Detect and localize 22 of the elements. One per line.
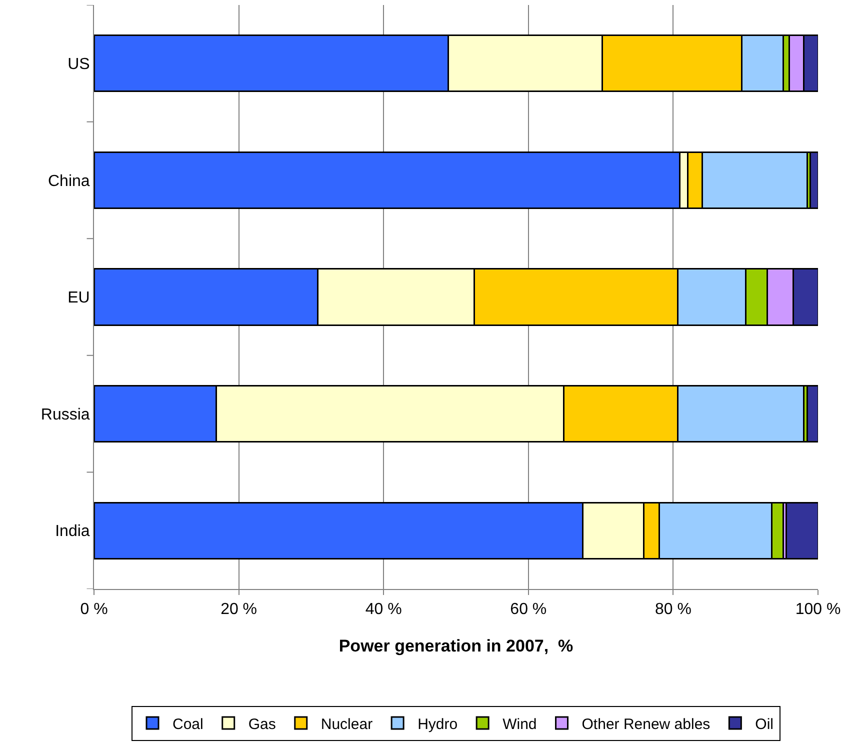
x-tick-label: 40 % xyxy=(365,601,402,618)
legend-label: Wind xyxy=(502,716,537,733)
bar xyxy=(809,151,818,209)
x-tick-label: 0 % xyxy=(80,601,108,618)
legend-label: Coal xyxy=(172,716,204,733)
y-tick-label: Russia xyxy=(40,406,90,424)
x-axis-title: Power generation in 2007, % xyxy=(338,636,574,656)
y-tick-label: India xyxy=(55,523,90,540)
legend-label: Other Renew ables xyxy=(582,716,710,733)
y-tick-label: US xyxy=(68,56,90,73)
legend-label: Hydro xyxy=(418,716,458,733)
bar xyxy=(785,502,818,560)
y-tick-label: EU xyxy=(68,290,90,307)
legend-label: Oil xyxy=(755,716,774,733)
legend-label: Gas xyxy=(248,716,276,733)
x-tick-label: 60 % xyxy=(510,601,547,618)
x-tick-label: 100 % xyxy=(795,601,841,618)
bar xyxy=(806,385,818,443)
y-tick-label: China xyxy=(48,172,90,190)
legend-label: Nuclear xyxy=(320,716,373,733)
x-tick-label: 20 % xyxy=(220,601,258,618)
x-tick-label: 80 % xyxy=(654,601,692,618)
